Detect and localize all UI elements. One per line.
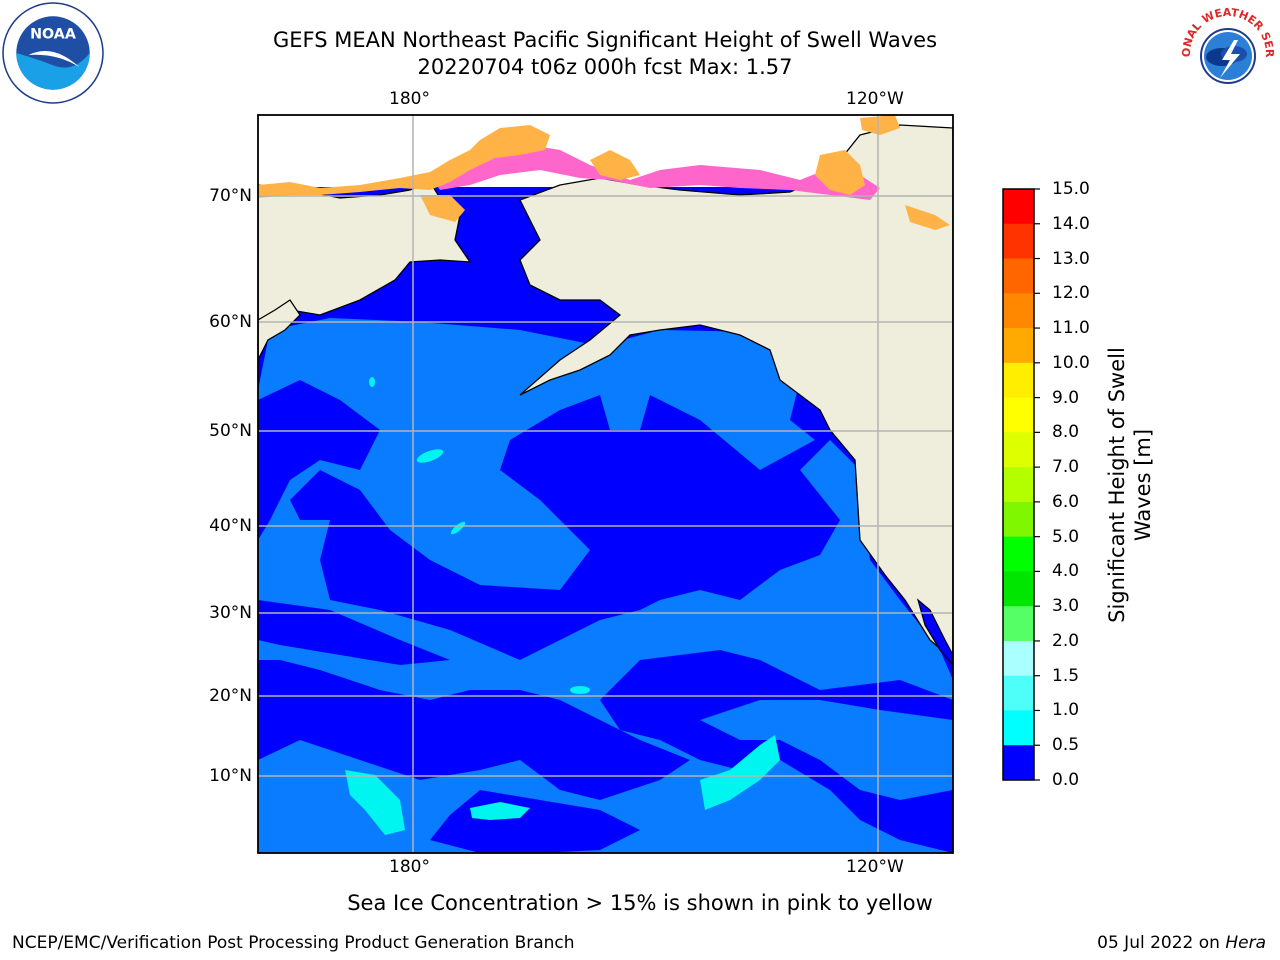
sea-ice-orange: [258, 125, 550, 198]
colorbar-segment: [1003, 362, 1034, 399]
map-title: GEFS MEAN Northeast Pacific Significant …: [272, 28, 938, 52]
swell-mid-bottom: [700, 700, 953, 800]
colorbar-segment: [1003, 675, 1034, 711]
sea-ice-orange: [860, 115, 900, 135]
land-baja: [916, 598, 953, 666]
colorbar-segment: [1003, 571, 1034, 607]
sea-ice-note: Sea Ice Concentration > 15% is shown in …: [347, 891, 933, 915]
footer-credit: NCEP/EMC/Verification Post Processing Pr…: [12, 933, 575, 953]
colorbar-segment: [1003, 258, 1034, 294]
colorbar-tick-label: 6.0: [1052, 491, 1080, 512]
lat-tick-70n: 70°N: [209, 186, 252, 206]
footer-host: Hera: [1225, 933, 1266, 953]
colorbar-segment: [1003, 536, 1034, 572]
lat-tick-50n: 50°N: [209, 421, 252, 441]
lon-tick-bottom-180: 180°: [389, 857, 430, 877]
colorbar-segment: [1003, 223, 1034, 260]
sea-ice-pink: [430, 145, 880, 200]
sea-ice-orange: [905, 205, 950, 230]
sea-ice-orange: [420, 195, 465, 222]
swell-cyan-patch: [416, 449, 444, 463]
swell-dark-pocket: [258, 380, 380, 540]
graticule: [258, 115, 953, 853]
svg-text:NOAA: NOAA: [30, 27, 76, 43]
map-frame: [257, 114, 954, 854]
colorbar-tick-label: 11.0: [1052, 318, 1090, 339]
lat-tick-20n: 20°N: [209, 686, 252, 706]
colorbar-frame: [1002, 188, 1035, 781]
colorbar-segment: [1003, 710, 1034, 746]
lat-tick-40n: 40°N: [209, 516, 252, 536]
colorbar-tick-label: 7.0: [1052, 457, 1080, 478]
colorbar-segment: [1003, 467, 1034, 503]
sea-ice-orange: [590, 150, 640, 180]
colorbar-tick-label: 0.0: [1052, 770, 1080, 790]
colorbar-tick-label: 8.0: [1052, 422, 1080, 443]
lat-tick-60n: 60°N: [209, 312, 252, 332]
colorbar-segment: [1003, 606, 1034, 642]
swell-cyan-patch: [700, 735, 780, 810]
swell-cyan-patch: [470, 802, 530, 820]
colorbar-segment: [1003, 293, 1034, 329]
swell-dark-pocket: [258, 600, 450, 665]
colorbar-tick-label: 10.0: [1052, 352, 1090, 373]
lat-tick-10n: 10°N: [209, 766, 252, 786]
colorbar-segment: [1003, 745, 1034, 781]
colorbar-tick-label: 1.0: [1052, 700, 1080, 721]
sea-ice-orange: [815, 150, 865, 195]
colorbar-segment: [1003, 640, 1034, 677]
swell-cyan-patch: [450, 521, 466, 535]
colorbar-tick-label: 0.5: [1052, 735, 1080, 756]
colorbar-segment: [1003, 189, 1034, 225]
lat-tick-30n: 30°N: [209, 603, 252, 623]
noaa-logo: NOAA: [2, 2, 104, 104]
swell-cyan-patch: [570, 686, 590, 694]
colorbar-tick-label: 14.0: [1052, 213, 1090, 234]
footer-date: 05 Jul 2022 on Hera: [1097, 932, 1266, 954]
lon-tick-top-120w: 120°W: [846, 89, 904, 109]
colorbar-tick-label: 12.0: [1052, 283, 1090, 304]
nws-logo: NATIONAL WEATHER SERVICE: [1178, 2, 1276, 100]
colorbar-tick-label: 9.0: [1052, 387, 1080, 408]
swell-cyan-patch: [345, 770, 405, 835]
colorbar-tick-label: 4.0: [1052, 561, 1080, 582]
colorbar-segment: [1003, 501, 1034, 538]
colorbar-segment: [1003, 432, 1034, 468]
lon-tick-bottom-120w: 120°W: [846, 857, 904, 877]
colorbar: [1003, 188, 1040, 781]
colorbar-title: Significant Height of Swell Waves [m]: [1105, 347, 1155, 623]
land-kamchatka: [258, 299, 301, 361]
footer-date-text: 05 Jul 2022 on: [1097, 933, 1226, 953]
colorbar-tick-label: 13.0: [1052, 248, 1090, 269]
colorbar-tick-label: 1.5: [1052, 665, 1080, 686]
colorbar-tick-label: 5.0: [1052, 526, 1080, 547]
colorbar-segment: [1003, 328, 1034, 364]
lon-tick-top-180: 180°: [389, 89, 430, 109]
colorbar-tick-label: 2.0: [1052, 630, 1080, 651]
colorbar-tick-label: 3.0: [1052, 596, 1080, 617]
map-subtitle: 20220704 t06z 000h fcst Max: 1.57: [417, 55, 793, 79]
colorbar-segment: [1003, 397, 1034, 433]
swell-cyan-patch: [369, 377, 375, 387]
colorbar-tick-label: 15.0: [1052, 179, 1090, 199]
